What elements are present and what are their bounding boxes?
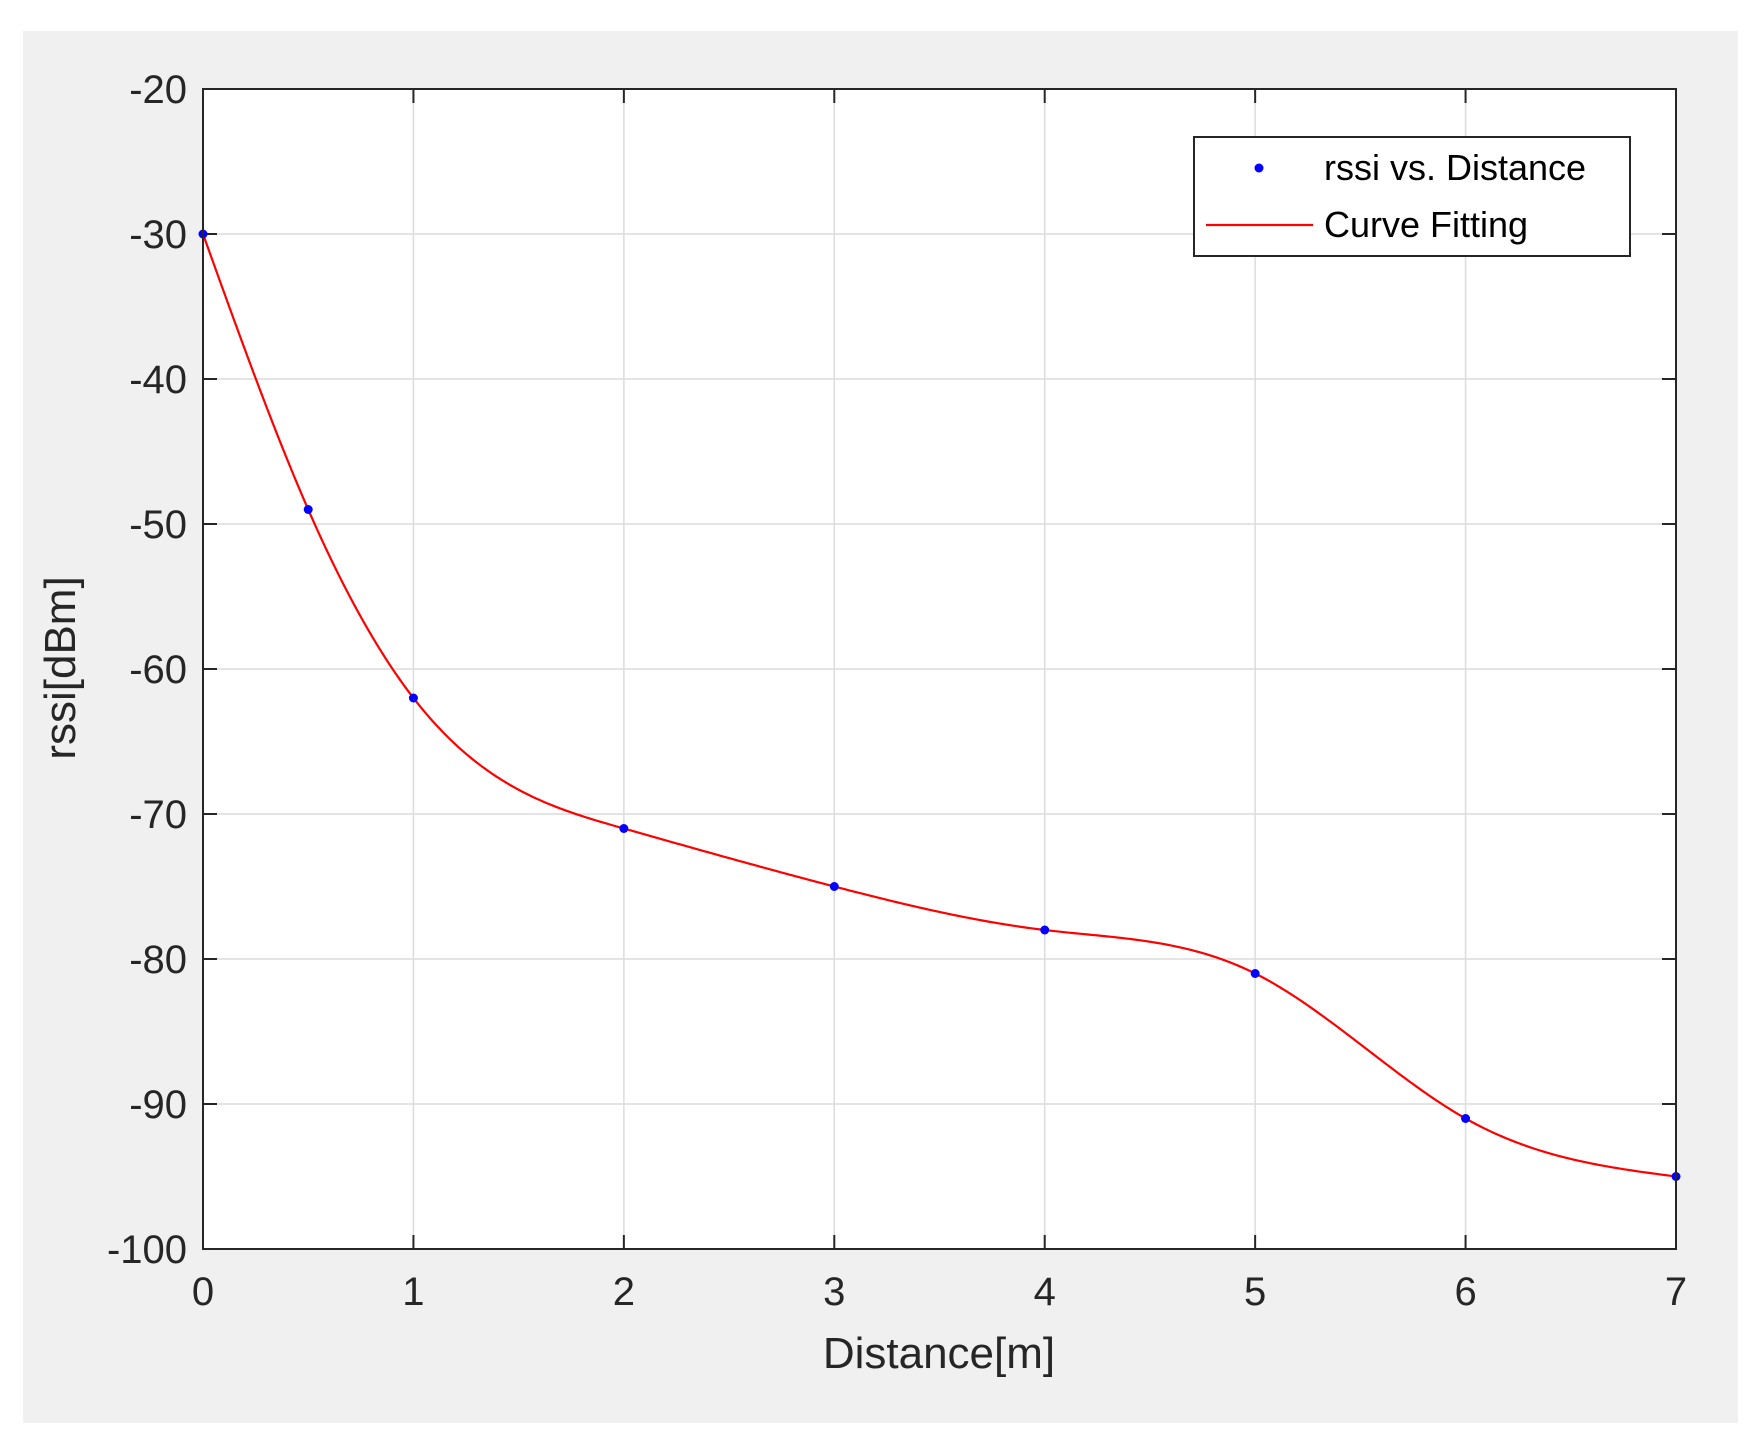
figure-background: 0 1 2 3 4 5 6 7 -20 -30 -40 -50 -60 -70 -80 -90 -100 Di… [23, 31, 1738, 1423]
y-tick-label: -20 [129, 68, 187, 112]
data-point [619, 824, 629, 833]
legend-marker-icon [1254, 163, 1264, 173]
legend: rssi vs. Distance Curve Fitting [1193, 136, 1631, 257]
data-point [1040, 925, 1050, 935]
y-tick-label: -100 [107, 1228, 187, 1272]
y-tick-labels: -20 -30 -40 -50 -60 -70 -80 -90 -100 [107, 68, 187, 1272]
y-tick-label: -60 [129, 648, 187, 692]
x-tick-label: 6 [1454, 1270, 1476, 1314]
y-tick-label: -90 [129, 1083, 187, 1127]
y-axis-label: rssi[dBm] [36, 576, 85, 759]
x-tick-label: 0 [192, 1270, 214, 1314]
data-point [408, 693, 418, 703]
x-tick-label: 4 [1034, 1270, 1056, 1314]
x-tick-labels: 0 1 2 3 4 5 6 7 [192, 1270, 1687, 1314]
data-point [1461, 1114, 1471, 1123]
legend-box [1193, 136, 1631, 257]
data-point [829, 882, 839, 891]
x-tick-label: 1 [402, 1270, 424, 1314]
x-axis-label: Distance[m] [823, 1329, 1055, 1378]
y-tick-label: -50 [129, 503, 187, 547]
plot-frame [202, 88, 1677, 1250]
y-tick-label: -70 [129, 793, 187, 837]
rssi-chart: 0 1 2 3 4 5 6 7 -20 -30 -40 -50 -60 -70 -80 -90 -100 Di… [36, 68, 1687, 1378]
x-tick-label: 2 [613, 1270, 635, 1314]
legend-label-curve-fitting: Curve Fitting [1324, 204, 1528, 245]
data-markers [198, 229, 1681, 1181]
data-point [1250, 969, 1260, 978]
data-point [303, 505, 313, 514]
y-tick-label: -80 [129, 938, 187, 982]
x-tick-label: 3 [823, 1270, 845, 1314]
y-tick-label: -40 [129, 358, 187, 402]
legend-label-rssi: rssi vs. Distance [1324, 147, 1586, 188]
x-tick-label: 5 [1244, 1270, 1266, 1314]
x-tick-label: 7 [1665, 1270, 1687, 1314]
y-tick-label: -30 [129, 213, 187, 257]
